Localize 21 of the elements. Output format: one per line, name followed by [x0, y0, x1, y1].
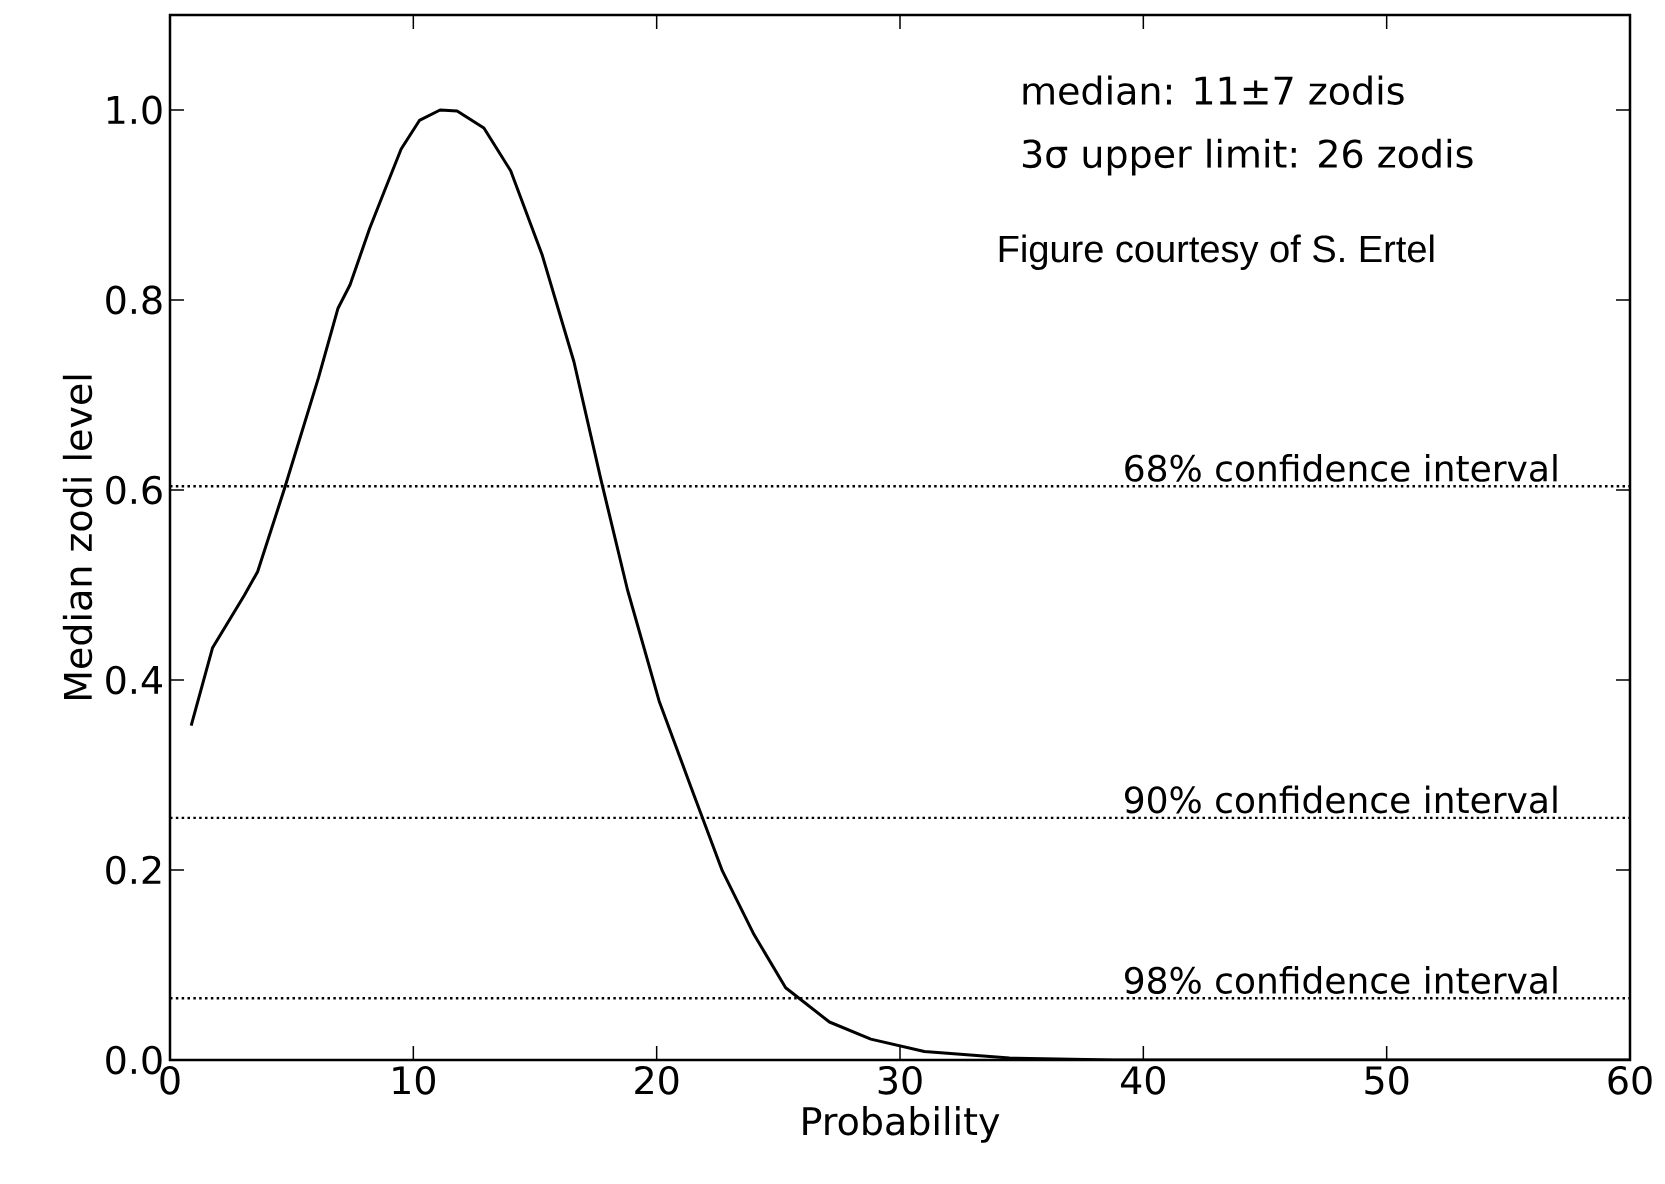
x-axis-title: Probability: [803, 1106, 1000, 1143]
ref-line-label: 68% confidence interval: [1125, 454, 1557, 482]
x-tick-label: 10: [393, 1065, 435, 1095]
annotation: 3σ upper limit: 26 zodis: [1022, 138, 1473, 176]
x-tick-label: 50: [1365, 1065, 1409, 1095]
ref-line-label: 98% confidence interval: [1125, 966, 1557, 994]
y-tick-label: 0.0: [106, 1045, 162, 1075]
x-tick-label: 30: [878, 1065, 922, 1095]
y-axis-title: Median zodi level: [62, 375, 93, 700]
y-tick-label: 0.4: [106, 665, 162, 695]
x-tick-label: 0: [160, 1065, 180, 1095]
ref-line-label: 90% confidence interval: [1125, 785, 1557, 814]
y-tick-label: 0.8: [106, 285, 162, 315]
x-tick-label: 20: [635, 1065, 679, 1095]
annotation: median: 11±7 zodis: [1023, 75, 1404, 105]
y-tick-label: 0.6: [106, 475, 162, 505]
annotation: Figure courtesy of S. Ertel: [999, 234, 1434, 270]
x-tick-label: 60: [1608, 1065, 1652, 1095]
y-tick-label: 0.2: [106, 855, 161, 885]
x-tick-label: 40: [1121, 1065, 1165, 1095]
y-tick-label: 1.0: [107, 95, 162, 125]
